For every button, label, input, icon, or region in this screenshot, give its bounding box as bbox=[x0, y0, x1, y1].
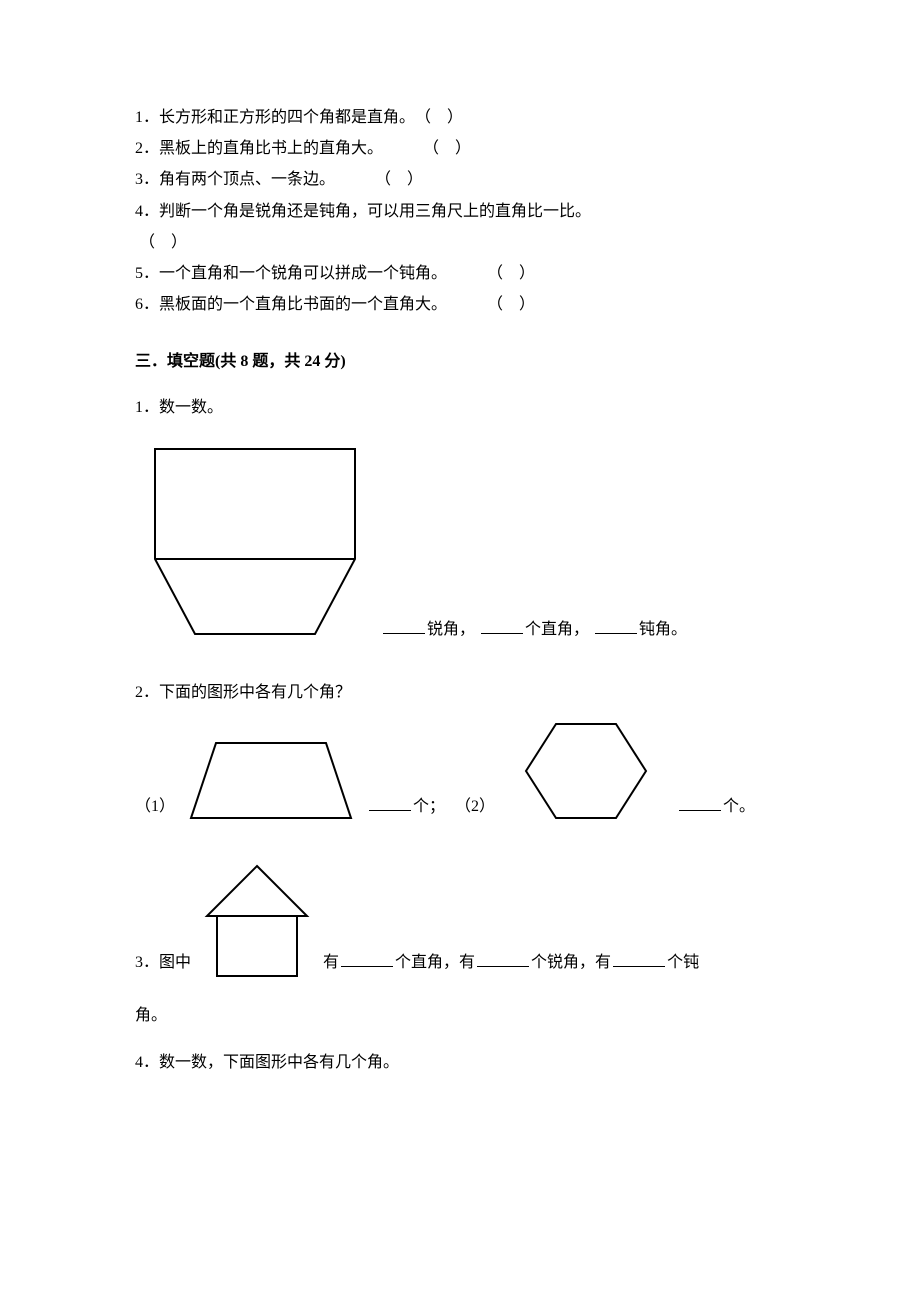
tf-text: 黑板上的直角比书上的直角大。 bbox=[159, 140, 383, 157]
q2-sub1: （1） 个； bbox=[135, 733, 445, 828]
tf-item-1: 1．长方形和正方形的四个角都是直角。（ ） bbox=[135, 104, 785, 131]
q3-house-wrap bbox=[197, 858, 317, 984]
q1-label: 1．数一数。 bbox=[135, 394, 785, 421]
q2-sub2-answer: 个。 bbox=[677, 793, 755, 820]
house-roof bbox=[207, 866, 307, 916]
answer-paren[interactable]: （ ） bbox=[415, 104, 463, 131]
q2-sub2: （2） 个。 bbox=[455, 716, 755, 828]
q1-outer-polygon bbox=[155, 449, 355, 634]
q3-tail: 角。 bbox=[135, 1002, 785, 1029]
blank-input[interactable] bbox=[481, 617, 523, 634]
tf-item-6: 6．黑板面的一个直角比书面的一个直角大。 （ ） bbox=[135, 291, 785, 318]
tf-item-3: 3．角有两个顶点、一条边。 （ ） bbox=[135, 166, 785, 193]
tf-num: 6 bbox=[135, 296, 143, 313]
answer-paren[interactable]: （ ） bbox=[375, 166, 423, 193]
trapezoid-poly bbox=[191, 743, 351, 818]
tf-num: 1 bbox=[135, 109, 143, 126]
q2-sub2-label: （2） bbox=[455, 793, 495, 820]
q3-prefix: 3．图中 bbox=[135, 949, 191, 976]
blank-input[interactable] bbox=[595, 617, 637, 634]
q1-cap-3: 钝角。 bbox=[639, 621, 687, 638]
tf-text: 角有两个顶点、一条边。 bbox=[159, 171, 335, 188]
tf-item-4: 4．判断一个角是锐角还是钝角，可以用三角尺上的直角比一比。 bbox=[135, 198, 785, 225]
tf-item-4-paren: （ ） bbox=[135, 229, 785, 256]
q2-sub1-label: （1） bbox=[135, 793, 175, 820]
section-3-title: 三．填空题(共 8 题，共 24 分) bbox=[135, 348, 785, 375]
page: 1．长方形和正方形的四个角都是直角。（ ） 2．黑板上的直角比书上的直角大。 （… bbox=[0, 0, 920, 1146]
q2-row: （1） 个； （2） 个。 bbox=[135, 716, 785, 828]
q4-label: 4．数一数，下面图形中各有几个角。 bbox=[135, 1049, 785, 1076]
q3-row: 3．图中 有个直角，有个锐角，有个钝 bbox=[135, 858, 785, 984]
house-body bbox=[217, 916, 297, 976]
q2-sub1-answer: 个； bbox=[367, 793, 445, 820]
q2-hexagon bbox=[501, 716, 671, 828]
q2-trapezoid bbox=[181, 733, 361, 828]
q2-label: 2．下面的图形中各有几个角？ bbox=[135, 679, 785, 706]
tf-item-5: 5．一个直角和一个锐角可以拼成一个钝角。 （ ） bbox=[135, 260, 785, 287]
q3-house bbox=[197, 858, 317, 984]
tf-text: 长方形和正方形的四个角都是直角。 bbox=[159, 109, 415, 126]
answer-paren[interactable]: （ ） bbox=[423, 135, 471, 162]
tf-num: 3 bbox=[135, 171, 143, 188]
tf-item-2: 2．黑板上的直角比书上的直角大。 （ ） bbox=[135, 135, 785, 162]
q3-rest: 有个直角，有个锐角，有个钝 bbox=[323, 949, 699, 976]
tf-text: 判断一个角是锐角还是钝角，可以用三角尺上的直角比一比。 bbox=[159, 203, 591, 220]
true-false-block: 1．长方形和正方形的四个角都是直角。（ ） 2．黑板上的直角比书上的直角大。 （… bbox=[135, 104, 785, 318]
q1-cap-2: 个直角， bbox=[525, 621, 589, 638]
tf-num: 2 bbox=[135, 140, 143, 157]
answer-paren[interactable]: （ ） bbox=[487, 260, 535, 287]
tf-text: 一个直角和一个锐角可以拼成一个钝角。 bbox=[159, 265, 447, 282]
blank-input[interactable] bbox=[341, 950, 393, 967]
blank-input[interactable] bbox=[477, 950, 529, 967]
q1-cap-1: 锐角， bbox=[427, 621, 475, 638]
hexagon-poly bbox=[526, 724, 646, 818]
tf-text: 黑板面的一个直角比书面的一个直角大。 bbox=[159, 296, 447, 313]
answer-paren[interactable]: （ ） bbox=[139, 229, 187, 256]
answer-paren[interactable]: （ ） bbox=[487, 291, 535, 318]
tf-num: 4 bbox=[135, 203, 143, 220]
q1-caption: 锐角， 个直角， 钝角。 bbox=[381, 616, 687, 643]
blank-input[interactable] bbox=[679, 794, 721, 811]
blank-input[interactable] bbox=[383, 617, 425, 634]
q1-figure-row: 锐角， 个直角， 钝角。 bbox=[135, 439, 785, 649]
blank-input[interactable] bbox=[369, 794, 411, 811]
blank-input[interactable] bbox=[613, 950, 665, 967]
q1-shape bbox=[135, 439, 375, 649]
tf-num: 5 bbox=[135, 265, 143, 282]
